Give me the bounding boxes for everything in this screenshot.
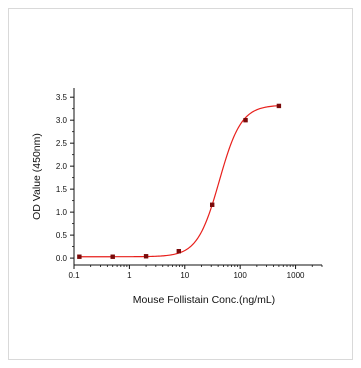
x-tick-label: 100 [233, 271, 247, 280]
data-point [243, 117, 248, 123]
x-ticks: 0.1 1 10 100 1000 [68, 265, 323, 280]
y-tick-label: 0.0 [56, 254, 68, 263]
data-point [176, 249, 182, 254]
x-axis-title: Mouse Follistain Conc.(ng/mL) [133, 294, 275, 306]
data-point [276, 103, 282, 109]
data-point [77, 254, 82, 259]
data-point [110, 254, 115, 259]
x-tick-label: 1 [127, 271, 132, 280]
y-tick-label: 2.0 [56, 162, 68, 171]
y-tick-label: 1.5 [56, 185, 68, 194]
y-tick-label: 3.0 [56, 116, 68, 125]
data-point [209, 202, 215, 207]
data-point [143, 254, 149, 259]
y-tick-label: 1.0 [56, 208, 68, 217]
x-tick-label: 1000 [287, 271, 305, 280]
y-ticks: 0.0 0.5 1.0 1.5 2.0 2.5 3.0 3.5 [56, 93, 74, 263]
fit-curve [79, 105, 279, 258]
chart-frame [8, 8, 353, 360]
y-tick-label: 2.5 [56, 139, 68, 148]
x-tick-label: 10 [180, 271, 189, 280]
y-tick-label: 3.5 [56, 93, 68, 102]
x-tick-label: 0.1 [68, 271, 80, 280]
y-axis-title: OD Value (450nm) [31, 133, 43, 220]
y-tick-label: 0.5 [56, 231, 68, 240]
data-points [77, 103, 282, 259]
